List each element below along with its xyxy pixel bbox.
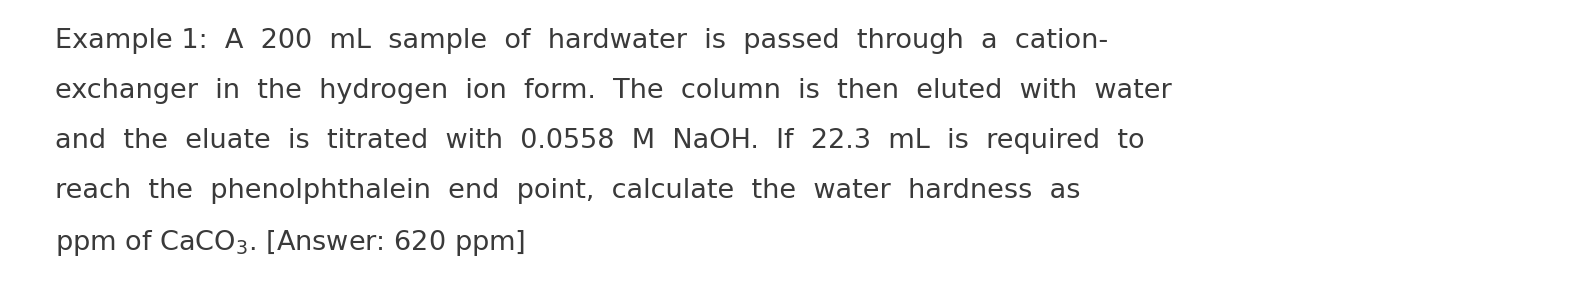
Text: exchanger  in  the  hydrogen  ion  form.  The  column  is  then  eluted  with  w: exchanger in the hydrogen ion form. The … (55, 78, 1172, 104)
Text: ppm of CaCO$_3$. [Answer: 620 ppm]: ppm of CaCO$_3$. [Answer: 620 ppm] (55, 228, 525, 258)
Text: and  the  eluate  is  titrated  with  0.0558  M  NaOH.  If  22.3  mL  is  requir: and the eluate is titrated with 0.0558 M… (55, 128, 1145, 154)
Text: Example 1:  A  200  mL  sample  of  hardwater  is  passed  through  a  cation-: Example 1: A 200 mL sample of hardwater … (55, 28, 1109, 54)
Text: reach  the  phenolphthalein  end  point,  calculate  the  water  hardness  as: reach the phenolphthalein end point, cal… (55, 178, 1081, 204)
